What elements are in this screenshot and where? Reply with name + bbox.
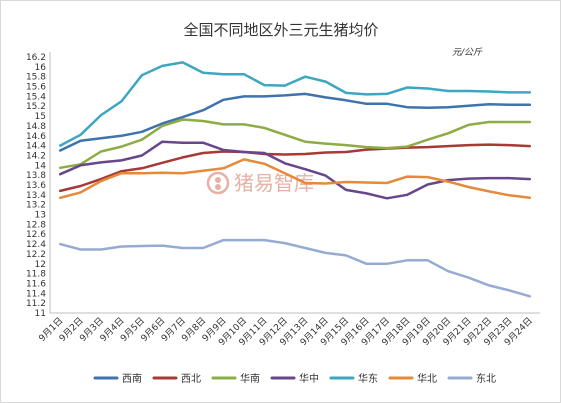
y-tick-label: 12.8 xyxy=(26,220,46,230)
y-tick-label: 13.6 xyxy=(26,181,46,191)
y-axis-ticks: 16.21615.815.615.415.21514.814.614.414.2… xyxy=(26,53,46,319)
y-tick-label: 15.4 xyxy=(26,92,46,102)
y-tick-label: 11.2 xyxy=(26,299,46,309)
y-tick-label: 15.2 xyxy=(26,102,46,112)
y-tick-label: 12.6 xyxy=(26,230,46,240)
y-tick-label: 11 xyxy=(35,309,46,319)
y-tick-label: 11.6 xyxy=(26,279,46,289)
legend-label: 华北 xyxy=(417,372,437,385)
y-tick-label: 12 xyxy=(35,260,46,270)
series-line-4 xyxy=(58,61,532,147)
legend: 西南 西北 华南 华中 华东 华北 东北 xyxy=(93,372,496,385)
y-tick-label: 12.2 xyxy=(26,250,46,260)
watermark: 猪易智库 xyxy=(206,171,314,195)
legend-label: 华中 xyxy=(299,372,319,385)
legend-label: 西北 xyxy=(181,373,201,385)
y-tick-label: 16.2 xyxy=(26,53,46,63)
legend-label: 西南 xyxy=(122,372,142,385)
y-tick-label: 12.4 xyxy=(26,240,46,250)
y-tick-label: 14.2 xyxy=(26,151,46,161)
series-line-5 xyxy=(58,158,532,200)
y-tick-label: 14.8 xyxy=(26,122,46,132)
y-tick-label: 14.6 xyxy=(26,132,46,142)
legend-label: 东北 xyxy=(476,372,496,385)
y-tick-label: 13.4 xyxy=(26,191,46,201)
series-line-0 xyxy=(58,92,532,152)
series-line-6 xyxy=(58,238,532,298)
legend-label: 华东 xyxy=(358,372,378,385)
y-tick-label: 16 xyxy=(35,63,47,73)
series-group xyxy=(58,61,532,298)
y-tick-label: 15.6 xyxy=(26,83,46,93)
watermark-text: 猪易智库 xyxy=(234,171,314,195)
y-tick-label: 11.8 xyxy=(26,270,46,280)
y-tick-label: 15 xyxy=(35,112,46,122)
y-tick-label: 13.2 xyxy=(26,201,46,211)
series-line-3 xyxy=(58,140,532,200)
y-tick-label: 13 xyxy=(35,211,46,221)
y-tick-label: 13.8 xyxy=(26,171,46,181)
y-tick-label: 11.4 xyxy=(26,289,46,299)
unit-label: 元/公斤 xyxy=(452,47,483,58)
series-line-1 xyxy=(58,143,532,193)
chart-title: 全国不同地区外三元生猪均价 xyxy=(183,21,378,39)
legend-label: 华南 xyxy=(240,372,260,385)
y-tick-label: 14 xyxy=(35,161,47,171)
axes xyxy=(49,52,540,314)
series-line-2 xyxy=(58,118,532,170)
y-tick-label: 14.4 xyxy=(26,142,46,152)
y-tick-label: 15.8 xyxy=(26,73,46,83)
